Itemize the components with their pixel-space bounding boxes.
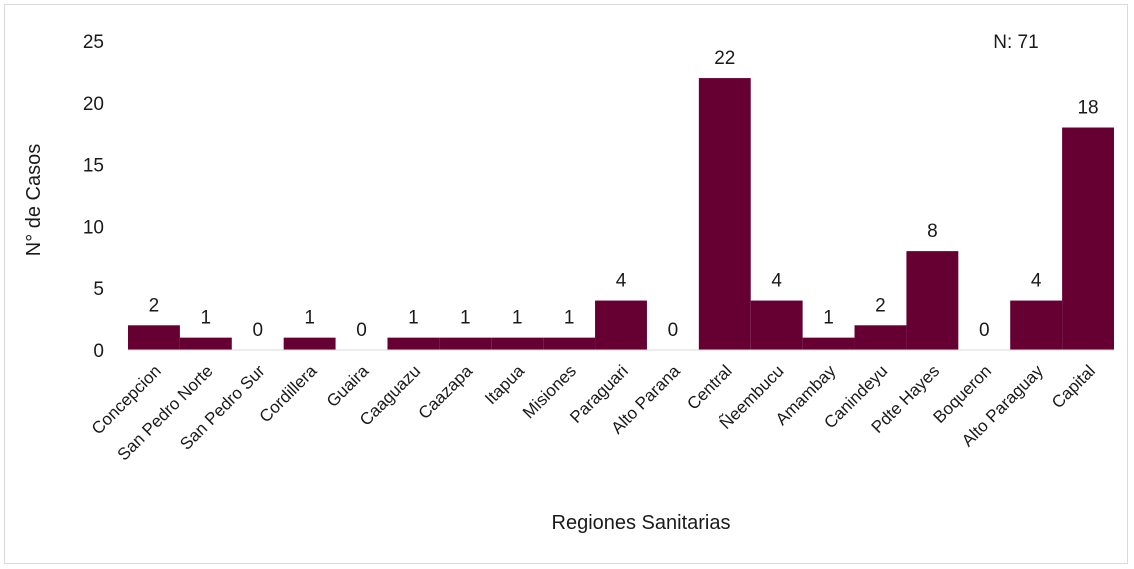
y-tick-label: 10 — [83, 217, 104, 238]
data-label: 4 — [771, 271, 782, 292]
bar — [906, 251, 959, 350]
data-label: 1 — [201, 308, 212, 329]
data-label: 2 — [875, 295, 886, 316]
data-label: 0 — [356, 320, 367, 341]
data-label: 8 — [927, 221, 938, 242]
data-label: 1 — [304, 308, 315, 329]
y-axis-ticks: 0 5 10 15 20 25 — [83, 32, 104, 362]
bar — [387, 337, 440, 350]
y-tick-label: 5 — [93, 279, 104, 300]
data-label: 18 — [1077, 98, 1098, 119]
bar — [1062, 127, 1114, 351]
category-label: Guaira — [323, 361, 373, 411]
data-label: 1 — [564, 308, 575, 329]
y-tick-label: 25 — [83, 32, 104, 53]
y-tick-label: 20 — [83, 94, 104, 115]
data-label: 0 — [979, 320, 990, 341]
category-label: San Pedro Norte — [114, 361, 217, 464]
bar — [802, 337, 855, 350]
data-label: 1 — [512, 308, 523, 329]
bar — [854, 325, 907, 350]
y-axis-title: N° de Casos — [23, 144, 45, 257]
bar — [698, 78, 751, 350]
data-label: 4 — [1031, 271, 1042, 292]
bars — [128, 78, 1114, 351]
category-label: Itapua — [481, 361, 528, 408]
data-label: 0 — [252, 320, 263, 341]
x-axis-title: Regiones Sanitarias — [552, 512, 731, 534]
chart-frame — [4, 4, 1128, 564]
data-label: 2 — [149, 295, 160, 316]
total-annotation: N: 71 — [993, 32, 1038, 53]
bar — [750, 300, 803, 350]
bar — [128, 325, 180, 350]
category-label: Cordillera — [256, 361, 321, 426]
bar — [491, 337, 544, 350]
bar — [439, 337, 492, 350]
bar — [595, 300, 647, 350]
category-label: Caazapa — [415, 361, 477, 423]
y-tick-label: 15 — [83, 156, 104, 177]
data-label: 1 — [408, 308, 419, 329]
bar — [179, 337, 232, 350]
data-label: 1 — [823, 308, 834, 329]
data-label: 4 — [616, 271, 627, 292]
y-tick-label: 0 — [93, 341, 104, 362]
bar — [1010, 300, 1063, 350]
data-label: 22 — [714, 48, 735, 69]
data-label: 1 — [460, 308, 471, 329]
category-label: Capital — [1048, 361, 1099, 412]
category-label: Central — [683, 361, 735, 413]
bar — [283, 337, 336, 350]
data-label: 0 — [668, 320, 679, 341]
bar — [543, 337, 596, 350]
